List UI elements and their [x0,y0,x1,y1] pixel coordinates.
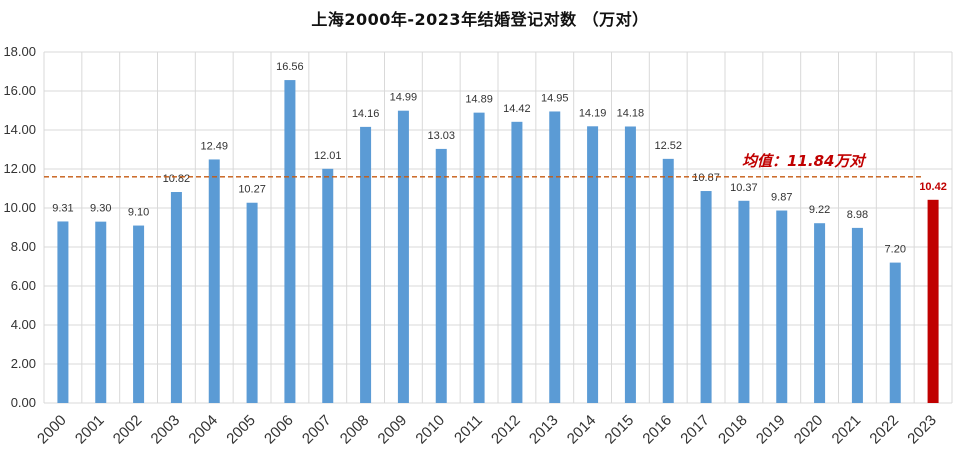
data-label: 14.19 [579,107,607,119]
bar-highlight [927,199,939,403]
x-tick-label: 2001 [72,412,108,448]
bar [360,126,372,403]
data-label: 9.31 [52,202,73,214]
data-label: 10.87 [692,172,720,184]
y-tick-label: 10.00 [3,200,36,215]
data-label: 14.99 [390,92,418,104]
x-tick-label: 2021 [829,412,865,448]
y-tick-label: 2.00 [11,356,36,371]
chart-title: 上海2000年-2023年结婚登记对数 （万对） [311,10,649,29]
bar [700,191,712,403]
bar [133,225,145,403]
bar [284,80,296,403]
bar [435,148,447,403]
label-layer: 9.31 9.30 9.10 10.82 12.49 10.27 16.56 12.01 14.… [52,61,947,256]
data-label: 7.20 [885,244,906,256]
reference-layer: 均值：11.84万对 [44,152,922,178]
x-tick-label: 2015 [602,412,638,448]
x-tick-label: 2008 [337,412,373,448]
y-tick-label: 12.00 [3,161,36,176]
bar [814,223,826,403]
x-tick-label: 2003 [148,412,184,448]
grid-layer [43,51,953,404]
y-tick-label: 18.00 [3,44,36,59]
data-label: 9.30 [90,203,111,215]
x-tick-label: 2002 [110,412,146,448]
data-label: 9.22 [809,204,830,216]
bar [57,221,69,403]
y-tick-label: 4.00 [11,317,36,332]
bar [322,168,334,403]
y-tick-label: 6.00 [11,278,36,293]
bar [889,262,901,403]
bar [397,110,409,403]
data-label: 9.10 [128,207,149,219]
x-tick-label: 2006 [261,412,297,448]
x-tick-label: 2011 [451,412,486,447]
x-tick-label: 2023 [904,412,940,448]
x-tick-label: 2018 [715,412,751,448]
bar [473,112,485,404]
x-tick-label: 2020 [791,412,827,448]
data-label: 8.98 [847,209,868,221]
data-label: 12.49 [200,140,228,152]
data-label: 14.16 [352,108,380,120]
x-tick-label: 2005 [223,412,259,448]
data-label: 10.82 [163,173,191,185]
x-tick-label: 2012 [488,412,524,448]
x-tick-label: 2010 [412,412,448,448]
data-label: 13.03 [427,130,455,142]
bar [624,126,636,404]
x-tick-label: 2019 [753,412,789,448]
x-tick-label: 2009 [375,412,411,448]
data-label: 14.42 [503,103,531,115]
data-label: 12.01 [314,150,342,162]
bar [549,111,561,403]
data-label: 14.18 [617,107,645,119]
x-tick-label: 2000 [34,412,70,448]
x-tick-label: 2014 [564,412,600,448]
data-label: 10.27 [238,184,266,196]
bar [587,126,599,404]
bar-layer [57,80,939,404]
x-tick-label: 2016 [639,412,675,448]
bar [511,121,523,403]
bar [95,221,107,403]
x-tick-label: 2022 [866,412,902,448]
data-label: 9.87 [771,192,792,204]
y-tick-label: 16.00 [3,83,36,98]
data-label: 12.52 [654,140,682,152]
x-tick-label: 2007 [299,412,335,448]
x-tick-label: 2017 [677,412,713,448]
data-label: 16.56 [276,61,304,73]
x-tick-label: 2013 [526,412,562,448]
mean-label: 均值：11.84万对 [742,152,867,170]
data-label: 14.95 [541,92,569,104]
x-tick-label: 2004 [185,412,221,448]
bar [208,159,220,403]
bar [851,227,863,403]
y-tick-label: 14.00 [3,122,36,137]
data-label: 10.42 [919,181,947,193]
bar [170,192,182,403]
bar [738,200,750,403]
data-label: 14.89 [465,94,493,106]
y-tick-label: 8.00 [11,239,36,254]
bar [662,158,674,403]
bar [246,202,258,403]
bar [776,210,788,403]
data-label: 10.37 [730,182,758,194]
y-tick-label: 0.00 [11,395,36,410]
